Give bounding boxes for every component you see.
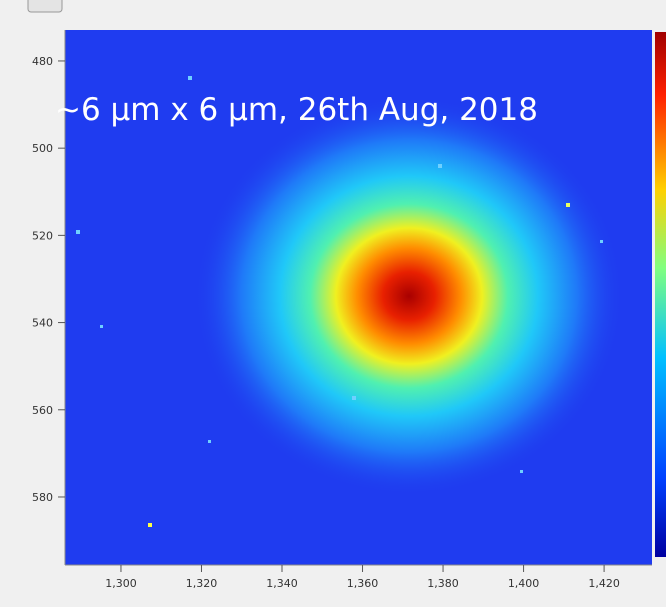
noise-pixels	[76, 76, 603, 527]
y-tick-label: 580	[32, 491, 53, 504]
y-tick-label: 500	[32, 142, 53, 155]
x-tick-label: 1,380	[427, 577, 459, 590]
y-tick-label: 520	[32, 229, 53, 242]
y-tick-label: 540	[32, 317, 53, 330]
annotation: ~6 µm x 6 µm, 26th Aug, 2018	[55, 92, 538, 128]
colorbar	[655, 32, 666, 557]
beam-spot	[194, 96, 624, 496]
x-tick-label: 1,320	[186, 577, 218, 590]
x-tick-label: 1,300	[105, 577, 137, 590]
y-tick-label: 480	[32, 55, 53, 68]
x-tick-label: 1,400	[508, 577, 540, 590]
y-tick-label: 560	[32, 404, 53, 417]
x-tick-label: 1,340	[266, 577, 298, 590]
toolbar-button[interactable]	[27, 0, 63, 13]
x-tick-label: 1,360	[347, 577, 379, 590]
x-tick-label: 1,420	[588, 577, 620, 590]
